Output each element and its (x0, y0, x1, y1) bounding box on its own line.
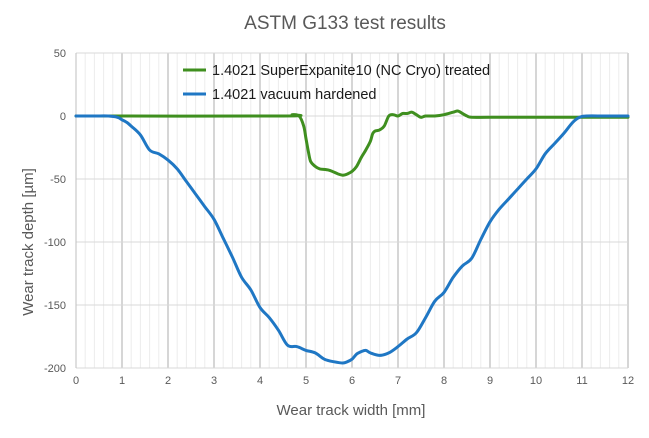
chart-title: ASTM G133 test results (244, 13, 446, 34)
x-tick-label: 0 (73, 375, 79, 387)
x-tick-label: 2 (165, 375, 171, 387)
y-tick-label: -100 (44, 237, 66, 249)
x-tick-label: 8 (441, 375, 447, 387)
y-tick-label: -50 (50, 174, 66, 186)
y-tick-label: 0 (60, 111, 66, 123)
y-axis-label: Wear track depth [µm] (20, 168, 37, 316)
y-tick-label: -200 (44, 363, 66, 375)
x-tick-label: 6 (349, 375, 355, 387)
legend-label-2: 1.4021 vacuum hardened (212, 87, 376, 103)
y-tick-label: 50 (54, 48, 66, 60)
x-tick-label: 7 (395, 375, 401, 387)
grid (75, 52, 629, 369)
x-tick-label: 9 (487, 375, 493, 387)
x-tick-label: 1 (119, 375, 125, 387)
x-tick-label: 12 (622, 375, 634, 387)
series-line-2 (74, 114, 630, 365)
x-axis-label: Wear track width [mm] (277, 402, 426, 419)
legend: 1.4021 SuperExpanite10 (NC Cryo) treated… (183, 63, 490, 103)
series-line-1 (74, 109, 630, 177)
x-tick-label: 11 (576, 375, 587, 387)
y-tick-label: -150 (44, 300, 66, 312)
series-lines (74, 109, 630, 365)
x-tick-label: 3 (211, 375, 217, 387)
x-tick-label: 4 (257, 375, 263, 387)
x-tick-label: 10 (530, 375, 542, 387)
x-tick-label: 5 (303, 375, 309, 387)
legend-label-1: 1.4021 SuperExpanite10 (NC Cryo) treated (212, 63, 490, 79)
